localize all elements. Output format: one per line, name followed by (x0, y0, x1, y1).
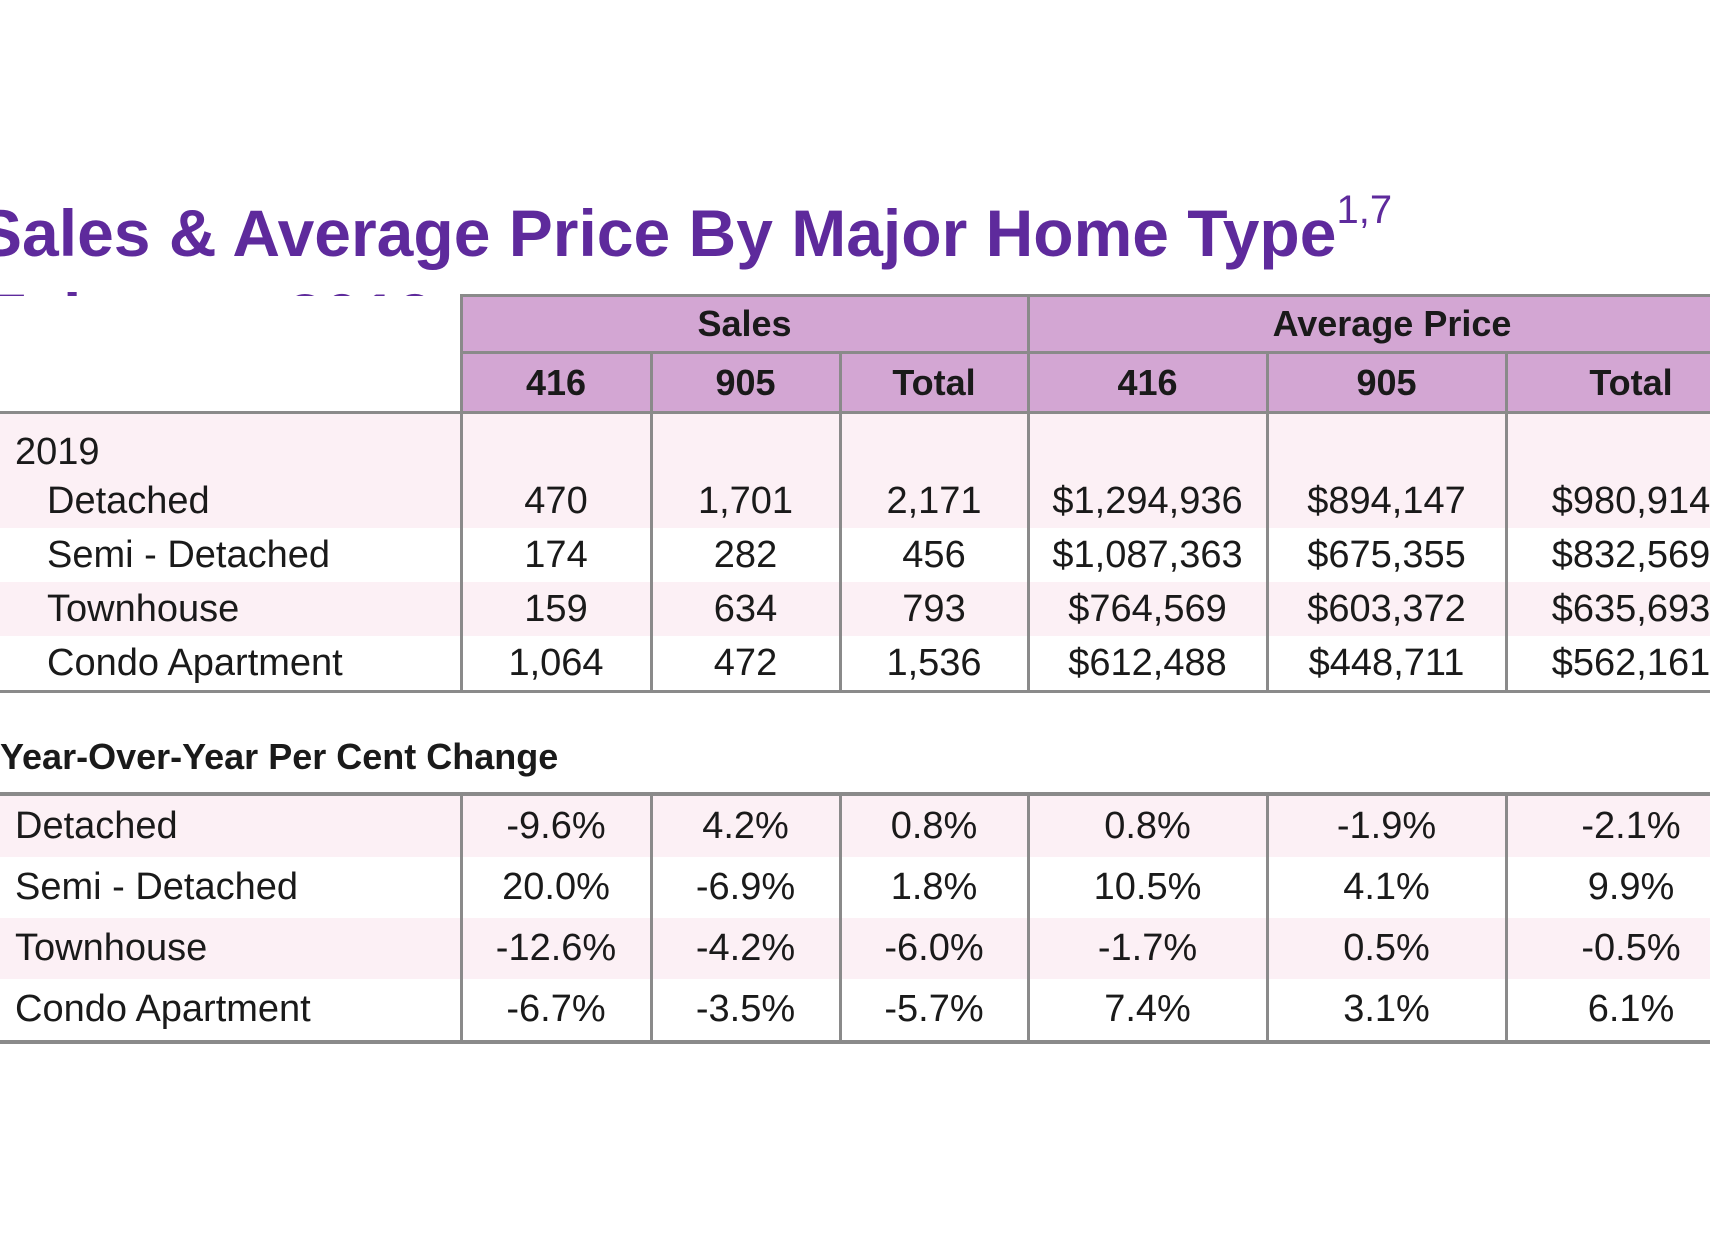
col-header: Total (1504, 351, 1710, 414)
cell: 634 (649, 582, 842, 636)
cell: $1,294,936 (1026, 474, 1269, 528)
col-header: 905 (649, 351, 842, 414)
table-row: Semi - Detached 20.0% -6.9% 1.8% 10.5% 4… (0, 857, 1710, 918)
row-label: Condo Apartment (0, 979, 463, 1042)
cell: $980,914 (1504, 474, 1710, 528)
cell: 472 (649, 636, 842, 693)
page-title: Sales & Average Price By Major Home Type… (0, 190, 1392, 266)
blank-header (0, 295, 461, 414)
table-row: Semi - Detached 174 282 456 $1,087,363 $… (0, 528, 1710, 582)
cell: -3.5% (649, 979, 842, 1042)
cell: 1,701 (649, 474, 842, 528)
table-row: Detached 470 1,701 2,171 $1,294,936 $894… (0, 474, 1710, 528)
cell: 174 (459, 528, 653, 582)
cell: $603,372 (1265, 582, 1508, 636)
cell: 1.8% (838, 857, 1030, 918)
col-header: Total (838, 351, 1030, 414)
cell: 6.1% (1504, 979, 1710, 1042)
table-row: Detached -9.6% 4.2% 0.8% 0.8% -1.9% -2.1… (0, 794, 1710, 857)
title-text: Sales & Average Price By Major Home Type (0, 196, 1337, 270)
cell: -12.6% (459, 918, 653, 979)
row-label: Condo Apartment (0, 636, 463, 693)
year-label: 2019 (0, 412, 463, 474)
group-header-sales: Sales (459, 294, 1030, 354)
cell: -2.1% (1504, 794, 1710, 857)
table-row: Condo Apartment -6.7% -3.5% -5.7% 7.4% 3… (0, 979, 1710, 1042)
sales-price-table: Sales Average Price 416 905 Total 416 90… (0, 294, 1710, 693)
cell: $612,488 (1026, 636, 1269, 693)
row-label: Detached (0, 794, 463, 857)
col-header: 905 (1265, 351, 1508, 414)
row-label: Detached (0, 474, 463, 528)
cell: 0.8% (1026, 794, 1269, 857)
cell: $562,161 (1504, 636, 1710, 693)
cell: 7.4% (1026, 979, 1269, 1042)
row-label: Semi - Detached (0, 857, 463, 918)
cell: -6.9% (649, 857, 842, 918)
cell: -6.7% (459, 979, 653, 1042)
cell: 20.0% (459, 857, 653, 918)
cell: -9.6% (459, 794, 653, 857)
cell: -4.2% (649, 918, 842, 979)
table-row: Townhouse 159 634 793 $764,569 $603,372 … (0, 582, 1710, 636)
group-header-average-price: Average Price (1026, 294, 1710, 354)
cell: $448,711 (1265, 636, 1508, 693)
row-label: Townhouse (0, 582, 463, 636)
title-footnote: 1,7 (1336, 188, 1393, 232)
cell: $832,569 (1504, 528, 1710, 582)
col-header: 416 (459, 351, 653, 414)
cell: $894,147 (1265, 474, 1508, 528)
cell: 793 (838, 582, 1030, 636)
cell: -5.7% (838, 979, 1030, 1042)
cell: 1,064 (459, 636, 653, 693)
cell: 3.1% (1265, 979, 1508, 1042)
yoy-change-table: Detached -9.6% 4.2% 0.8% 0.8% -1.9% -2.1… (0, 792, 1710, 1044)
row-label: Semi - Detached (0, 528, 463, 582)
row-label: Townhouse (0, 918, 463, 979)
cell: 10.5% (1026, 857, 1269, 918)
cell: -0.5% (1504, 918, 1710, 979)
col-header: 416 (1026, 351, 1269, 414)
table-row: Condo Apartment 1,064 472 1,536 $612,488… (0, 636, 1710, 693)
cell: 456 (838, 528, 1030, 582)
yoy-section-title: Year-Over-Year Per Cent Change (0, 736, 559, 777)
cell: 9.9% (1504, 857, 1710, 918)
cell: 159 (459, 582, 653, 636)
cell: $764,569 (1026, 582, 1269, 636)
year-row: 2019 (0, 412, 1710, 474)
cell: $675,355 (1265, 528, 1508, 582)
table-row: Townhouse -12.6% -4.2% -6.0% -1.7% 0.5% … (0, 918, 1710, 979)
cell: 0.5% (1265, 918, 1508, 979)
cell: 0.8% (838, 794, 1030, 857)
cell: $635,693 (1504, 582, 1710, 636)
cell: -1.9% (1265, 794, 1508, 857)
cell: 470 (459, 474, 653, 528)
cell: -6.0% (838, 918, 1030, 979)
cell: -1.7% (1026, 918, 1269, 979)
cell: 1,536 (838, 636, 1030, 693)
cell: 4.1% (1265, 857, 1508, 918)
cell: 282 (649, 528, 842, 582)
cell: $1,087,363 (1026, 528, 1269, 582)
cell: 2,171 (838, 474, 1030, 528)
cell: 4.2% (649, 794, 842, 857)
